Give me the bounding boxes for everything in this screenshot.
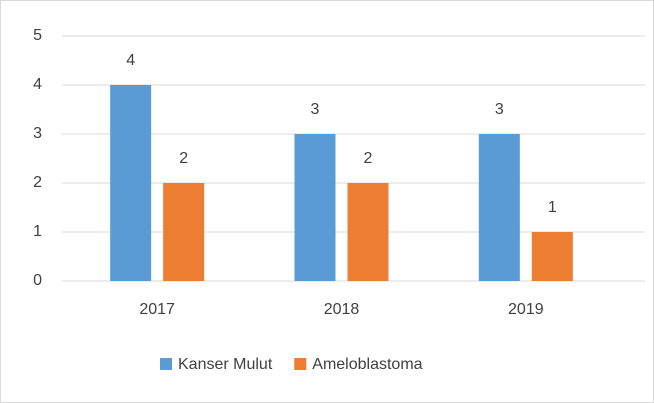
bar [110, 85, 152, 281]
y-tick-label: 3 [33, 125, 42, 142]
x-tick-label: 2019 [508, 301, 544, 318]
bar [163, 183, 205, 281]
y-tick-label: 0 [33, 272, 42, 289]
bar [531, 232, 573, 281]
x-tick-label: 2017 [139, 301, 175, 318]
y-tick-label: 5 [33, 27, 42, 44]
data-label: 2 [179, 150, 188, 167]
y-tick-label: 2 [33, 174, 42, 191]
legend-label: Kanser Mulut [178, 356, 273, 373]
data-label: 2 [364, 150, 373, 167]
x-tick-label: 2018 [324, 301, 360, 318]
y-tick-label: 1 [33, 223, 42, 240]
legend-swatch [160, 358, 172, 370]
data-label: 3 [311, 101, 320, 118]
bar [347, 183, 389, 281]
data-label: 4 [126, 52, 135, 69]
legend-swatch [294, 358, 307, 370]
y-tick-label: 4 [33, 76, 42, 93]
bar [478, 134, 520, 281]
data-label: 1 [548, 199, 557, 216]
data-label: 3 [495, 101, 504, 118]
bar [294, 134, 336, 281]
legend-label: Ameloblastoma [312, 356, 422, 373]
